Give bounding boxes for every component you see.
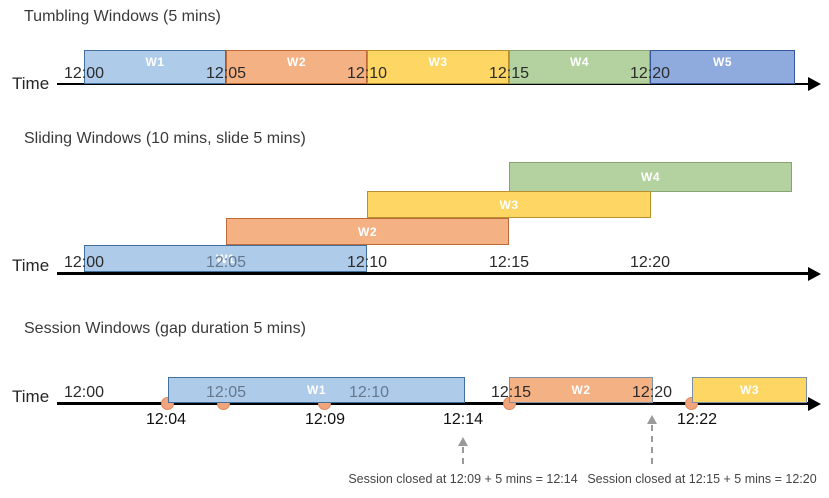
sliding-window-w4: W4 [509,162,792,192]
session-closed-callout: Session closed at 12:09 + 5 mins = 12:14 [348,472,578,486]
session-title: Session Windows (gap duration 5 mins) [24,320,306,337]
sliding-window-w3: W3 [367,191,651,218]
tumbling-title: Tumbling Windows (5 mins) [24,8,221,25]
tumbling-window-label-w1: W1 [145,55,165,69]
sliding-window-label-w3: W3 [499,197,519,212]
tumbling-tick-1205: 12:05 [205,65,247,82]
session-tick-1220: 12:20 [631,384,673,401]
tumbling-window-w2: W2 [226,50,367,84]
session-tick-1215: 12:15 [490,384,532,401]
callout-arrow-shaft [651,425,653,464]
sliding-axis-arrowhead-icon [808,266,821,281]
tumbling-window-label-w4: W4 [570,55,589,69]
tumbling-window-w1: W1 [84,50,226,84]
tumbling-time-axis [57,83,810,85]
session-axis-arrowhead-icon [808,396,821,411]
sliding-window-w1: W1 [84,245,367,272]
session-tick-1205: 12:05 [205,384,247,401]
callout-up-arrow-icon [458,437,468,446]
event-time-label: 12:14 [442,411,484,428]
session-tick-1210: 12:10 [348,384,390,401]
session-window-label-w2: W2 [571,383,591,397]
sliding-time-axis [57,272,810,275]
sliding-window-label-w4: W4 [641,170,660,184]
session-window-label-w3: W3 [740,383,759,397]
tumbling-tick-1200: 12:00 [63,65,105,82]
sliding-tick-1200: 12:00 [63,254,105,271]
tumbling-window-w5: W5 [650,50,795,84]
tumbling-window-w4: W4 [509,50,650,84]
session-window-w1: W1 [168,377,465,403]
tumbling-window-label-w3: W3 [428,55,448,69]
tumbling-window-label-w2: W2 [287,55,306,69]
sliding-tick-1215: 12:15 [488,254,530,271]
tumbling-window-w3: W3 [367,50,509,84]
sliding-time-axis-label: Time [12,256,50,275]
sliding-window-w2: W2 [226,218,509,245]
session-time-axis-label: Time [12,387,50,406]
callout-arrow-shaft [462,447,464,464]
tumbling-axis-arrowhead-icon [808,77,821,91]
tumbling-tick-1215: 12:15 [488,65,530,82]
sliding-window-label-w1: W1 [216,251,235,266]
event-time-label: 12:22 [676,411,718,428]
sliding-tick-1220: 12:20 [629,254,671,271]
sliding-tick-1205: 12:05 [205,254,247,271]
session-window-w2: W2 [509,377,653,403]
tumbling-tick-1220: 12:20 [629,65,671,82]
session-window-w3: W3 [692,377,807,403]
session-closed-callout: Session closed at 12:15 + 5 mins = 12:20 [587,472,817,486]
tumbling-tick-1210: 12:10 [346,65,388,82]
session-time-axis [57,402,810,405]
tumbling-window-label-w5: W5 [713,55,732,69]
callout-up-arrow-icon [647,415,657,424]
session-tick-1200: 12:00 [63,384,105,401]
event-time-label: 12:09 [304,411,346,428]
sliding-title: Sliding Windows (10 mins, slide 5 mins) [24,130,306,147]
sliding-window-label-w2: W2 [358,224,377,239]
tumbling-time-axis-label: Time [12,74,50,93]
session-window-label-w1: W1 [307,383,326,397]
sliding-tick-1210: 12:10 [346,254,388,271]
event-time-label: 12:04 [145,411,187,428]
